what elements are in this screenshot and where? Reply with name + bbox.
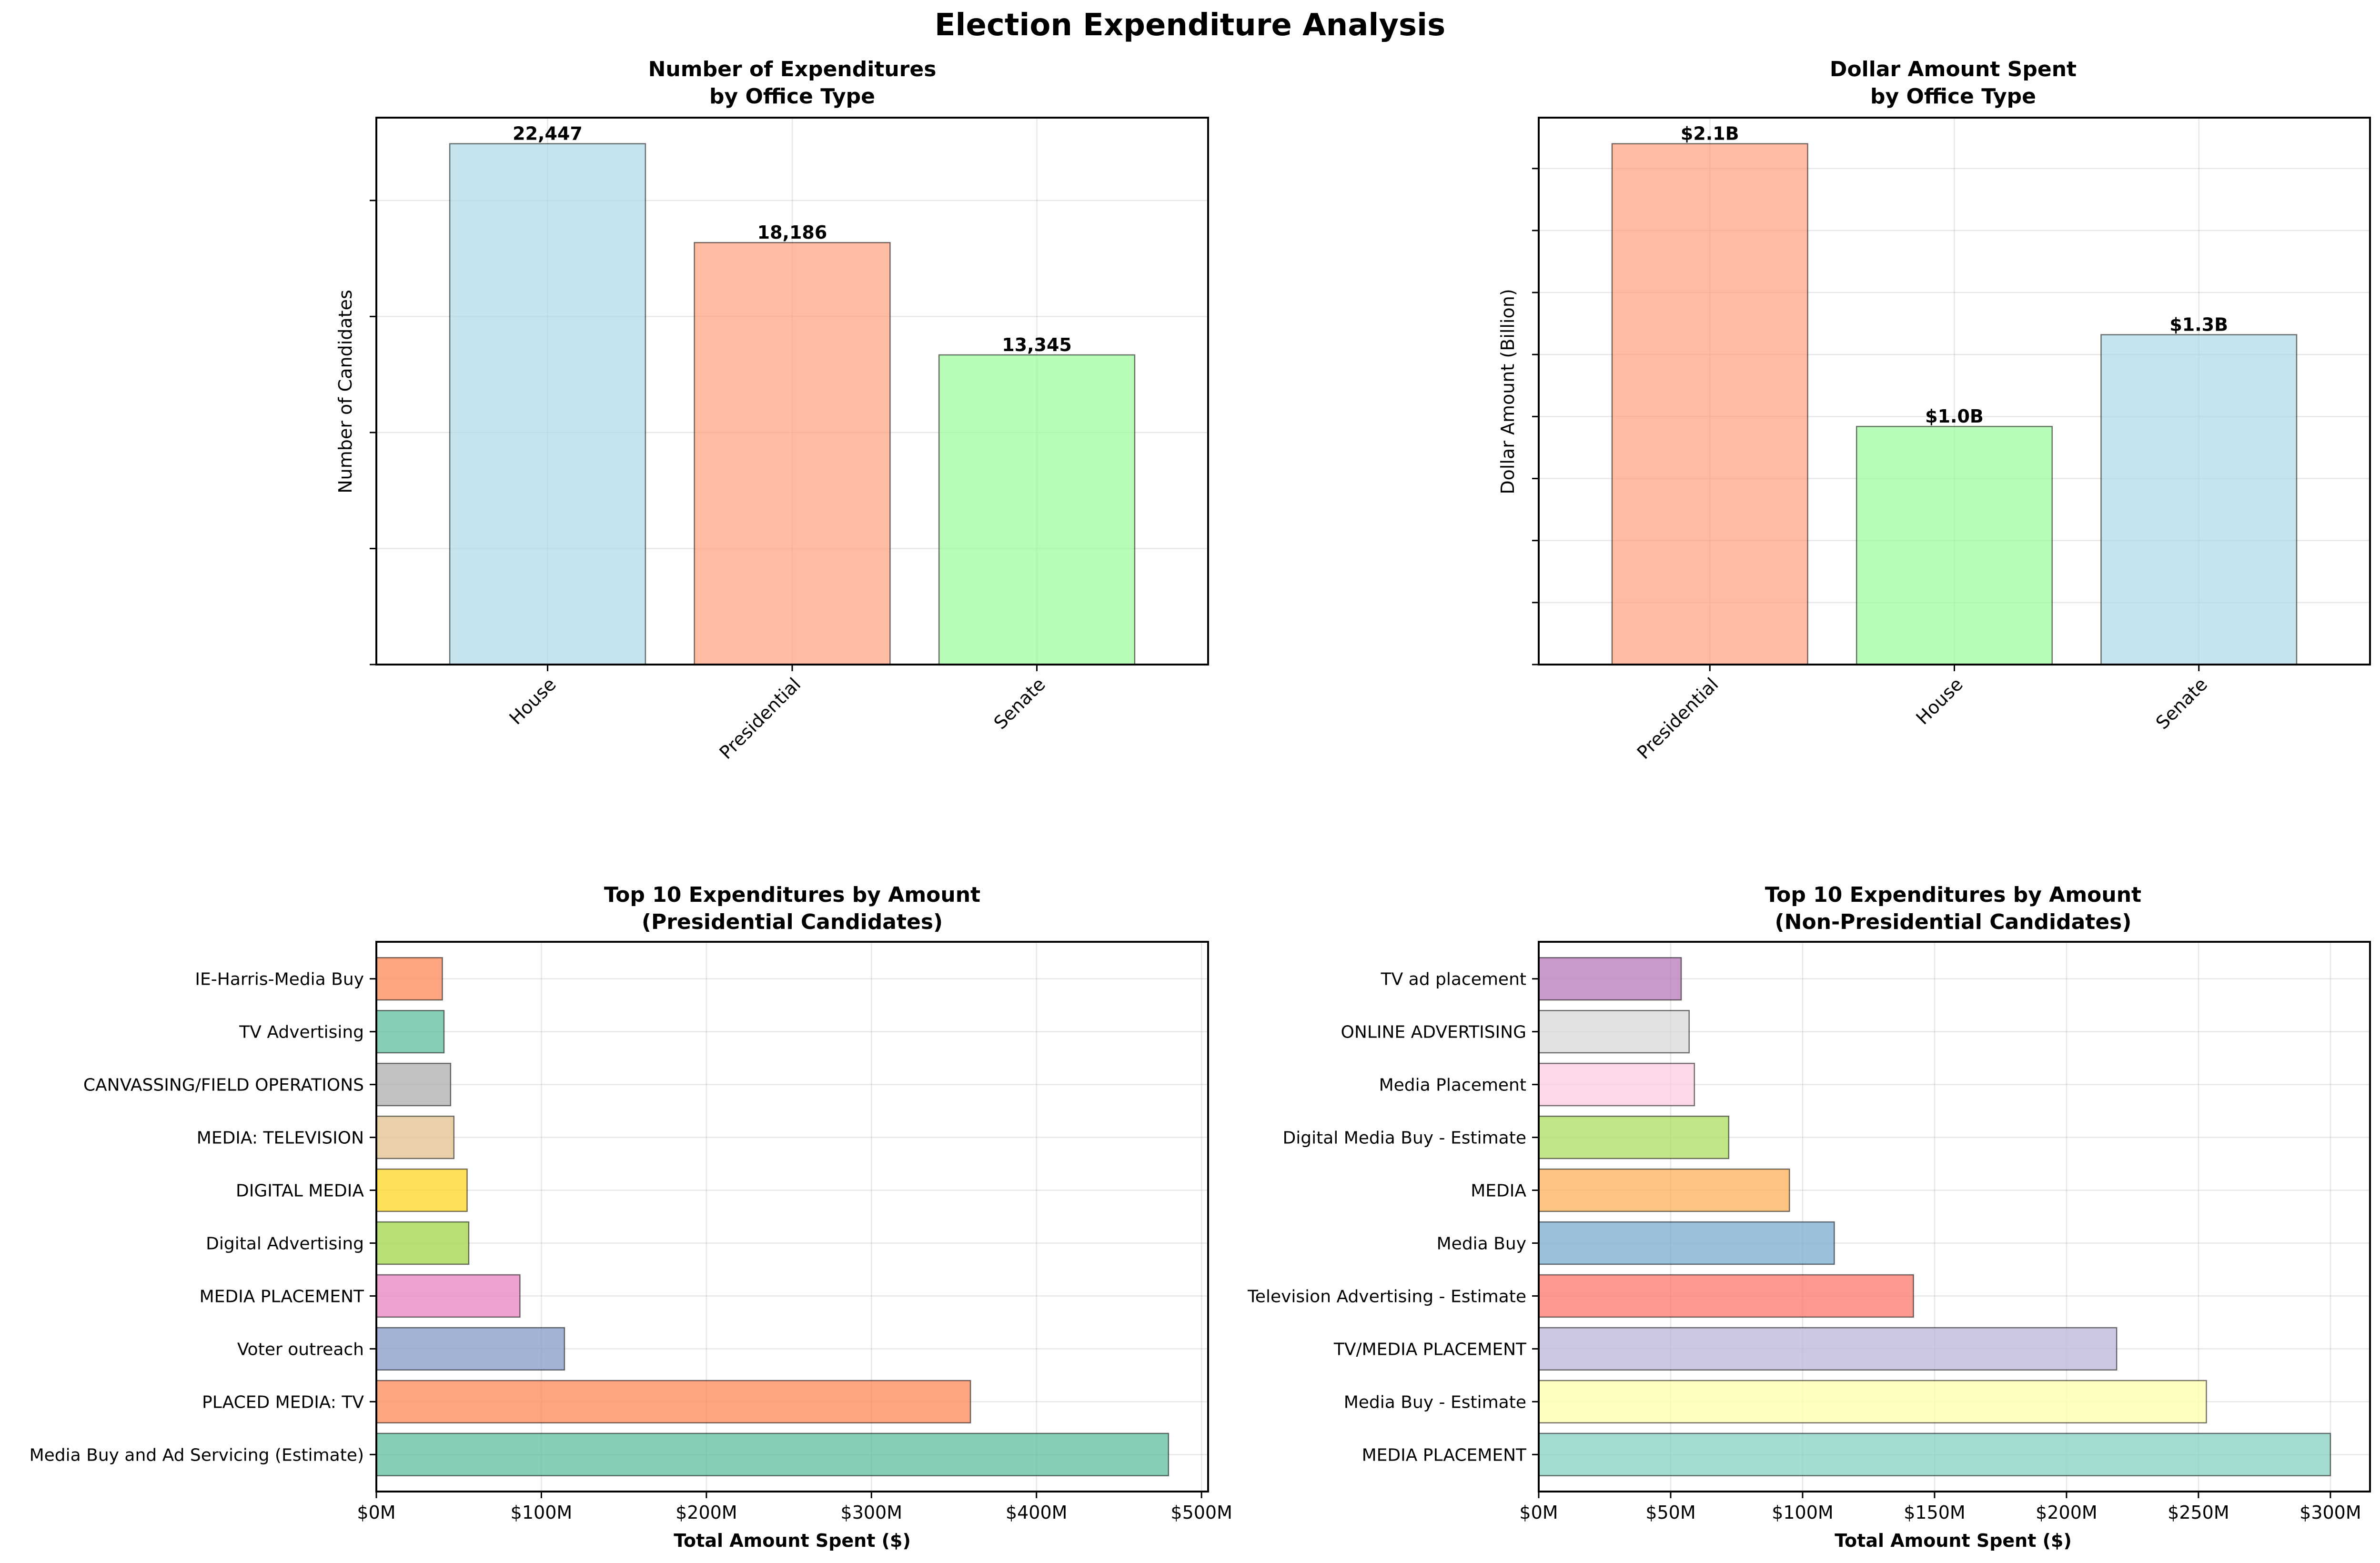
y-tick-label: DIGITAL MEDIA [236, 1181, 364, 1201]
chart-panel-nonpresidential-top10: Top 10 Expenditures by Amount (Non-Presi… [1247, 883, 2371, 1551]
bar [2100, 334, 2298, 666]
y-tick-label: CANVASSING/FIELD OPERATIONS [83, 1076, 364, 1095]
x-tick-label: $500M [1170, 1502, 1232, 1523]
x-tick-label: $400M [1006, 1502, 1068, 1523]
bar [1538, 1274, 1914, 1318]
chart-panel-expenditure-count: Number of Expenditures by Office Type Nu… [335, 57, 1209, 763]
bar [375, 1327, 565, 1371]
bar-value-label: 13,345 [1002, 334, 1072, 355]
chart-title-line1: Top 10 Expenditures by Amount [604, 883, 980, 907]
chart-title-line2: (Presidential Candidates) [642, 910, 943, 934]
axes-frame [1538, 117, 2371, 666]
y-tick-label: TV/MEDIA PLACEMENT [1333, 1340, 1527, 1359]
x-tick-label: $100M [511, 1502, 573, 1523]
bar [1538, 1380, 2207, 1423]
chart-title-line2: by Office Type [709, 84, 875, 109]
x-tick-label: Presidential [1633, 674, 1723, 763]
bar-value-label: $2.1B [1681, 123, 1739, 144]
x-tick-label: $50M [1645, 1502, 1695, 1523]
y-axis-label: Number of Candidates [335, 290, 356, 494]
x-tick-label: $0M [1519, 1502, 1558, 1523]
bar [1538, 1168, 1790, 1212]
y-tick-label: Voter outreach [237, 1340, 364, 1359]
axes-frame [1538, 941, 2371, 1492]
bar [449, 143, 646, 666]
bar [375, 1010, 445, 1054]
y-tick-label: Media Buy and Ad Servicing (Estimate) [30, 1445, 364, 1465]
bar [1538, 1432, 2331, 1476]
bar-value-label: $1.0B [1925, 406, 1984, 427]
bar [1611, 143, 1808, 666]
bar [375, 957, 443, 1001]
bar-value-label: $1.3B [2169, 314, 2228, 335]
y-tick-label: Media Buy - Estimate [1344, 1392, 1526, 1412]
x-tick-label: $0M [357, 1502, 395, 1523]
y-tick-label: Television Advertising - Estimate [1247, 1287, 1526, 1306]
x-tick-label: Presidential [716, 674, 805, 763]
x-tick-label: $250M [2168, 1502, 2229, 1523]
chart-title-line1: Top 10 Expenditures by Amount [1765, 883, 2141, 907]
y-tick-label: Media Placement [1379, 1076, 1526, 1095]
x-tick-label: $300M [2299, 1502, 2361, 1523]
y-tick-label: TV Advertising [239, 1023, 364, 1042]
x-tick-label: $100M [1772, 1502, 1834, 1523]
bar [375, 1274, 521, 1318]
y-tick-label: Media Buy [1437, 1234, 1526, 1253]
bar [375, 1432, 1170, 1476]
axes-frame [375, 941, 1209, 1492]
y-tick-label: IE-Harris-Media Buy [195, 970, 364, 989]
bar [1538, 1327, 2118, 1371]
bar [375, 1168, 468, 1212]
bar-value-label: 18,186 [757, 222, 827, 243]
y-tick-label: MEDIA PLACEMENT [1362, 1445, 1527, 1465]
bar [375, 1380, 971, 1423]
y-tick-label: Digital Advertising [206, 1234, 364, 1253]
y-tick-label: PLACED MEDIA: TV [202, 1392, 364, 1412]
x-axis-label: Total Amount Spent ($) [674, 1530, 911, 1551]
y-tick-label: MEDIA: TELEVISION [197, 1129, 364, 1148]
x-tick-label: Senate [990, 674, 1049, 733]
x-tick-label: Senate [2152, 674, 2211, 733]
chart-title-line1: Dollar Amount Spent [1830, 57, 2077, 81]
bar [1538, 1221, 1835, 1265]
x-tick-label: $150M [1904, 1502, 1966, 1523]
y-tick-label: TV ad placement [1381, 970, 1526, 989]
y-tick-label: Digital Media Buy - Estimate [1283, 1129, 1526, 1148]
x-tick-label: $200M [2036, 1502, 2098, 1523]
bar [1856, 425, 2053, 666]
y-axis-label: Dollar Amount (Billion) [1497, 289, 1518, 494]
bar [375, 1221, 470, 1265]
chart-title-line2: by Office Type [1870, 84, 2036, 109]
x-tick-label: $200M [676, 1502, 737, 1523]
chart-panel-presidential-top10: Top 10 Expenditures by Amount (President… [30, 883, 1232, 1551]
bar [375, 1062, 452, 1107]
bar [375, 1115, 455, 1160]
chart-panel-dollar-amount: Dollar Amount Spent by Office Type Dolla… [1497, 57, 2371, 763]
bar [938, 354, 1136, 666]
bar [1538, 1010, 1690, 1054]
chart-title-line1: Number of Expenditures [648, 57, 937, 81]
bar-value-label: 22,447 [513, 123, 583, 144]
y-tick-label: MEDIA PLACEMENT [200, 1287, 364, 1306]
bar [1538, 1062, 1695, 1107]
x-axis-label: Total Amount Spent ($) [1835, 1530, 2072, 1551]
bar [694, 242, 891, 666]
x-tick-label: House [505, 674, 560, 728]
y-tick-label: MEDIA [1471, 1181, 1526, 1201]
y-tick-label: ONLINE ADVERTISING [1341, 1023, 1526, 1042]
chart-title-line2: (Non-Presidential Candidates) [1775, 910, 2132, 934]
x-tick-label: $300M [841, 1502, 903, 1523]
x-tick-label: House [1912, 674, 1967, 728]
bar [1538, 957, 1682, 1001]
axes-frame [375, 117, 1209, 666]
figure-title: Election Expenditure Analysis [935, 8, 1445, 43]
bar [1538, 1115, 1730, 1160]
